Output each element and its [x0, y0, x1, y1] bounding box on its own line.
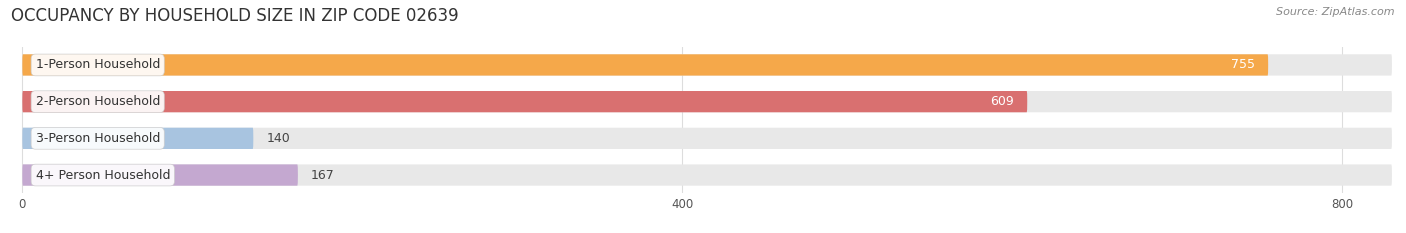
FancyBboxPatch shape	[22, 128, 253, 149]
FancyBboxPatch shape	[22, 164, 298, 186]
Text: 755: 755	[1232, 58, 1256, 72]
FancyBboxPatch shape	[22, 128, 1392, 149]
Text: 140: 140	[267, 132, 290, 145]
Text: 4+ Person Household: 4+ Person Household	[35, 168, 170, 182]
FancyBboxPatch shape	[22, 91, 1392, 112]
FancyBboxPatch shape	[22, 54, 1268, 75]
Text: OCCUPANCY BY HOUSEHOLD SIZE IN ZIP CODE 02639: OCCUPANCY BY HOUSEHOLD SIZE IN ZIP CODE …	[11, 7, 458, 25]
FancyBboxPatch shape	[22, 91, 1028, 112]
Text: 2-Person Household: 2-Person Household	[35, 95, 160, 108]
Text: 609: 609	[990, 95, 1014, 108]
Text: 1-Person Household: 1-Person Household	[35, 58, 160, 72]
FancyBboxPatch shape	[22, 164, 1392, 186]
FancyBboxPatch shape	[22, 54, 1392, 75]
Text: 167: 167	[311, 168, 335, 182]
Text: 3-Person Household: 3-Person Household	[35, 132, 160, 145]
Text: Source: ZipAtlas.com: Source: ZipAtlas.com	[1277, 7, 1395, 17]
